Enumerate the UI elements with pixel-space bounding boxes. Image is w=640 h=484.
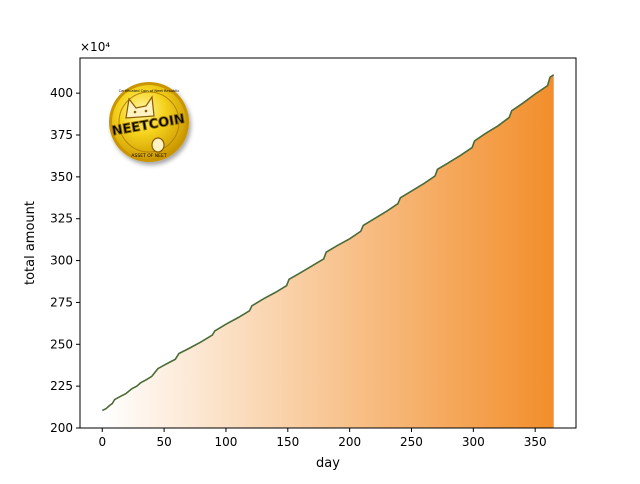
y-axis-label: total amount xyxy=(23,201,38,285)
neetcoin-logo: Certificated Coin of Neet Republic ASSET… xyxy=(109,82,189,162)
y-tick-label: 375 xyxy=(50,128,73,142)
cat-mascot-icon xyxy=(125,95,165,153)
coin-bottom-text: ASSET OF NEET xyxy=(131,153,166,159)
x-tick-label: 0 xyxy=(98,435,106,449)
x-tick-label: 350 xyxy=(524,435,547,449)
coin-inner-ring xyxy=(118,91,180,153)
x-tick-label: 200 xyxy=(338,435,361,449)
axes-frame xyxy=(79,57,577,429)
x-tick-label: 300 xyxy=(462,435,485,449)
x-tick-label: 150 xyxy=(276,435,299,449)
y-tick-label: 400 xyxy=(50,86,73,100)
x-tick-label: 250 xyxy=(400,435,423,449)
x-axis-label: day xyxy=(316,456,340,471)
y-tick-label: 225 xyxy=(50,379,73,393)
y-tick-label: 300 xyxy=(50,254,73,268)
x-tick-label: 50 xyxy=(156,435,171,449)
coin-ring-text: Certificated Coin of Neet Republic xyxy=(119,89,180,93)
x-axis-ticks: 0 50 100 150 200 250 300 350 xyxy=(98,428,547,449)
plot-area xyxy=(101,74,555,429)
y-tick-label: 250 xyxy=(50,337,73,351)
series-line xyxy=(101,74,555,412)
y-tick-label: 325 xyxy=(50,212,73,226)
y-axis-ticks: 200 225 250 275 300 325 350 375 400 xyxy=(50,86,80,435)
y-tick-label: 200 xyxy=(50,421,73,435)
y-tick-label: 275 xyxy=(50,295,73,309)
x-tick-label: 100 xyxy=(215,435,238,449)
y-offset-text: ×10⁴ xyxy=(80,40,110,54)
y-tick-label: 350 xyxy=(50,170,73,184)
